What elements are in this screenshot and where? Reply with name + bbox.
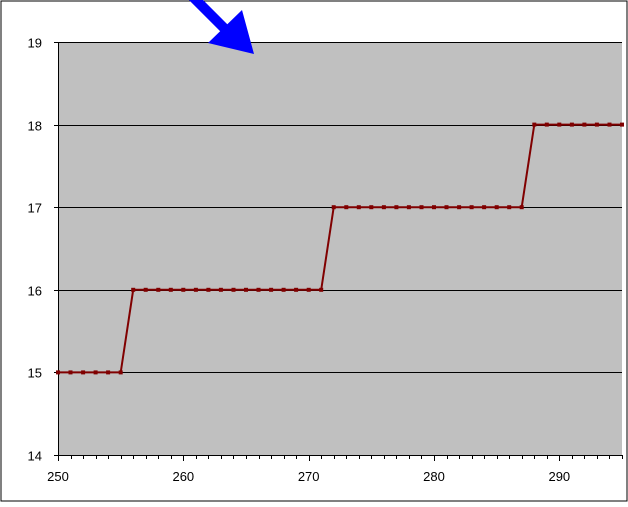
data-point [620, 122, 624, 127]
data-point [319, 287, 324, 292]
data-point [244, 287, 248, 292]
y-tick-label: 19 [28, 36, 42, 51]
data-point [131, 287, 136, 292]
data-point [569, 122, 574, 127]
x-tick-label: 290 [548, 469, 570, 484]
data-point [231, 287, 236, 292]
data-point [193, 287, 198, 292]
data-point [106, 370, 111, 375]
data-point [118, 370, 123, 375]
data-point [281, 287, 286, 292]
x-tick-label: 280 [423, 469, 445, 484]
data-point [156, 287, 161, 292]
y-tick-label: 14 [28, 449, 42, 464]
data-point [143, 287, 148, 292]
x-tick-label: 270 [298, 469, 320, 484]
data-point [206, 287, 211, 292]
data-point [482, 205, 487, 210]
data-point [331, 205, 336, 210]
data-point [344, 205, 349, 210]
data-point [181, 287, 186, 292]
data-point [406, 205, 411, 210]
data-point [532, 122, 537, 127]
data-point [56, 370, 60, 375]
data-point [381, 205, 386, 210]
data-point [557, 122, 562, 127]
data-point [294, 287, 299, 292]
y-tick-label: 18 [28, 119, 42, 134]
data-point [218, 287, 223, 292]
data-point [444, 205, 449, 210]
data-point [594, 122, 599, 127]
data-point [469, 205, 474, 210]
data-point [457, 205, 462, 210]
data-point [607, 122, 612, 127]
data-point [582, 122, 587, 127]
data-point [168, 287, 173, 292]
data-point [269, 287, 274, 292]
y-tick-label: 16 [28, 284, 42, 299]
y-tick-label: 17 [28, 201, 42, 216]
data-point [256, 287, 261, 292]
series-line [58, 123, 622, 374]
data-point [394, 205, 399, 210]
data-point [306, 287, 311, 292]
data-point [419, 205, 424, 210]
data-point [432, 205, 436, 210]
data-point [519, 205, 524, 210]
data-point [494, 205, 499, 210]
data-point [68, 370, 73, 375]
data-point [544, 122, 549, 127]
annotation-arrow-head [208, 10, 254, 54]
x-tick-label: 260 [172, 469, 194, 484]
y-tick-label: 15 [28, 366, 42, 381]
data-point [507, 205, 512, 210]
data-point [93, 370, 98, 375]
data-point [81, 370, 86, 375]
data-point [369, 205, 374, 210]
plot-area [58, 42, 622, 455]
data-point [356, 205, 361, 210]
x-tick-label: 250 [47, 469, 69, 484]
